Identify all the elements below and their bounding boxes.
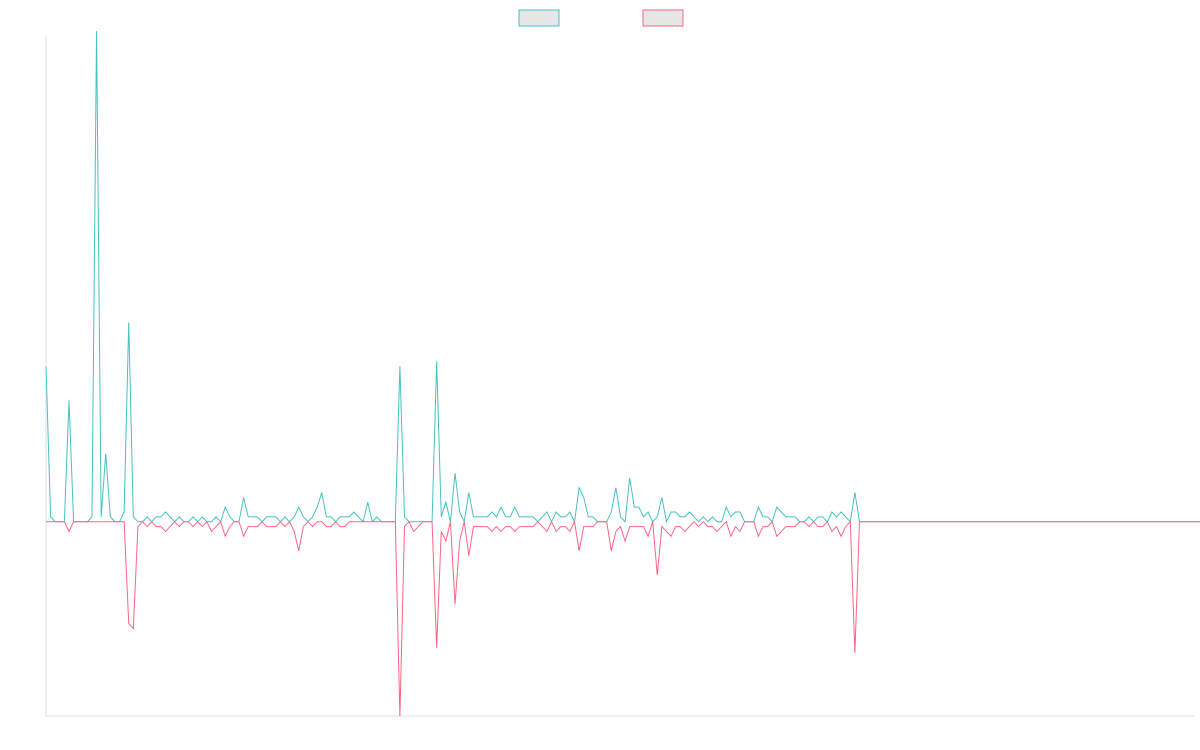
legend-swatch-1[interactable] [518,9,560,27]
legend-swatch-2[interactable] [642,9,684,27]
series-1-line [45,31,1200,524]
series-layer [45,31,1200,717]
legend[interactable] [518,9,684,27]
axes [45,36,1195,717]
series-2-line [46,520,1200,717]
